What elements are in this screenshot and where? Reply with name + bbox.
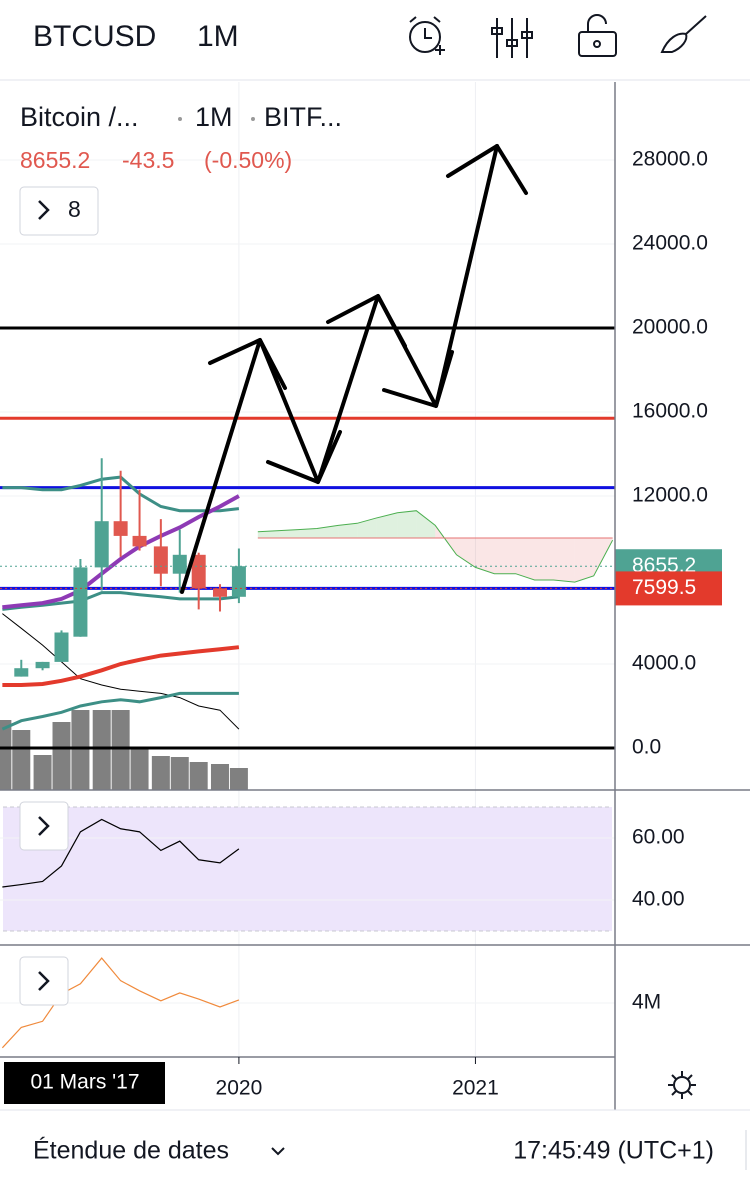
volume-bar [0,720,12,790]
cursor-label: 01 Mars '17 [30,1071,139,1094]
cloud-fill [456,537,476,568]
indicator-line [2,818,240,888]
volume-bar [52,722,71,790]
candle-body [153,546,168,574]
cloud-fill [574,537,594,583]
cloud-fill [376,512,398,538]
cloud-fill [553,537,575,583]
candle-body [113,521,128,536]
candle-body [35,661,50,669]
cloud-fill [357,518,377,538]
y-tick-label: 16000.0 [632,400,708,423]
volume-bar [92,710,111,790]
candle-body [94,521,109,568]
candle-body [132,535,147,547]
candle-body [172,554,187,574]
x-tick-label: 2020 [216,1077,263,1100]
legend-change: -43.5 [122,147,174,173]
y-tick-label: 40.00 [632,888,685,911]
indicators-icon[interactable] [491,18,533,58]
chevron [38,200,50,220]
y-tick-label: 0.0 [632,736,661,759]
header [0,0,750,80]
candle-body [191,554,206,589]
clock[interactable]: 17:45:49 (UTC+1) [513,1137,714,1165]
y-tick-label: 20000.0 [632,316,708,339]
legend-exchange: BITF... [264,102,342,132]
interval[interactable]: 1M [197,20,239,53]
separator-dot [251,117,255,121]
time-axis: 2020 2021 [216,1057,499,1100]
cloud-fill [397,510,417,538]
y-tick-label: 12000.0 [632,484,708,507]
volume-bar [130,748,149,790]
alert-icon[interactable] [409,16,445,55]
cloud-fill [534,537,554,580]
volume-bar [12,730,31,790]
cloud-fill [298,528,317,538]
x-tick-label: 2021 [452,1077,499,1100]
settings-icon[interactable] [668,1071,696,1099]
pane-toggle[interactable] [19,801,69,851]
chevron [271,1147,285,1156]
cloud-fill [515,537,535,580]
pane-toggle[interactable] [19,956,69,1006]
indicator-line [2,645,240,687]
volume-bar [33,755,52,790]
rsi-band [3,807,612,932]
price-label-box [615,571,722,606]
volume-bar [111,710,130,790]
legend-last: 8655.2 [20,147,90,173]
price-label: 7599.5 [632,576,696,599]
cloud-fill [257,530,280,538]
cloud-fill [475,537,495,574]
indicator-line [1,691,239,731]
volume-bar [170,757,189,790]
cursor-label-box [4,1062,165,1104]
indicators-count: 8 [68,196,81,222]
cloud-fill [494,537,516,574]
chevron [38,971,50,991]
indicators-toggle[interactable] [19,186,99,236]
y-tick-label: 24000.0 [632,232,708,255]
indicator-line [1,957,240,1049]
candle-body [231,566,246,597]
candle-body [212,588,227,597]
cloud-fill [316,525,339,538]
volume-bar [210,764,229,790]
candle-body [73,567,88,637]
legend-interval: 1M [195,102,233,132]
indicator-line [2,613,240,730]
volume-bar [229,768,248,790]
volume-bar [151,756,170,790]
y-tick-label: 60.00 [632,826,685,849]
indicator-line [2,494,240,610]
separator-dot [178,117,182,121]
symbol[interactable]: BTCUSD [33,20,156,53]
chevron [38,816,50,836]
volume-bar [189,762,208,790]
lock-icon[interactable] [578,14,617,57]
price-label: 8655.2 [632,554,696,577]
chart-layer: 0.0 4000.0 12000.0 16000.0 20000.0 24000.0 280… [0,82,750,1110]
cloud-span-a [257,510,614,583]
drawing [180,144,528,594]
y-tick-label: 4M [632,991,661,1014]
y-tick-label: 4000.0 [632,652,696,675]
cloud-fill [279,529,299,538]
candle-body [14,668,29,677]
legend-change-pct: (-0.50%) [204,147,292,173]
cloud-fill [416,510,436,538]
cloud-fill [338,523,358,538]
legend-name: Bitcoin /... [20,102,139,132]
volume-bar [71,710,90,790]
candle-body [54,632,69,662]
date-range-button[interactable]: Étendue de dates [33,1136,229,1165]
brush-icon[interactable] [660,15,707,53]
y-tick-label: 28000.0 [632,148,708,171]
